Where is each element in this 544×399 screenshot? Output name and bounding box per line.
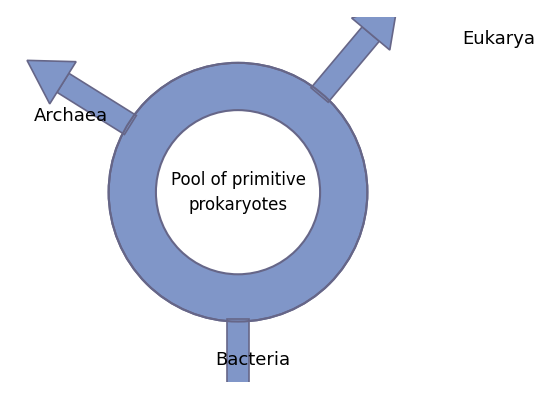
Circle shape bbox=[109, 63, 367, 322]
Polygon shape bbox=[227, 319, 249, 399]
Text: Pool of primitive
prokaryotes: Pool of primitive prokaryotes bbox=[170, 171, 306, 214]
Polygon shape bbox=[351, 2, 398, 50]
Text: Archaea: Archaea bbox=[34, 107, 108, 124]
Text: Bacteria: Bacteria bbox=[215, 351, 290, 369]
Text: Eukarya: Eukarya bbox=[462, 30, 535, 48]
Polygon shape bbox=[311, 27, 379, 102]
Circle shape bbox=[156, 110, 320, 274]
Polygon shape bbox=[57, 73, 137, 134]
Polygon shape bbox=[27, 60, 76, 104]
